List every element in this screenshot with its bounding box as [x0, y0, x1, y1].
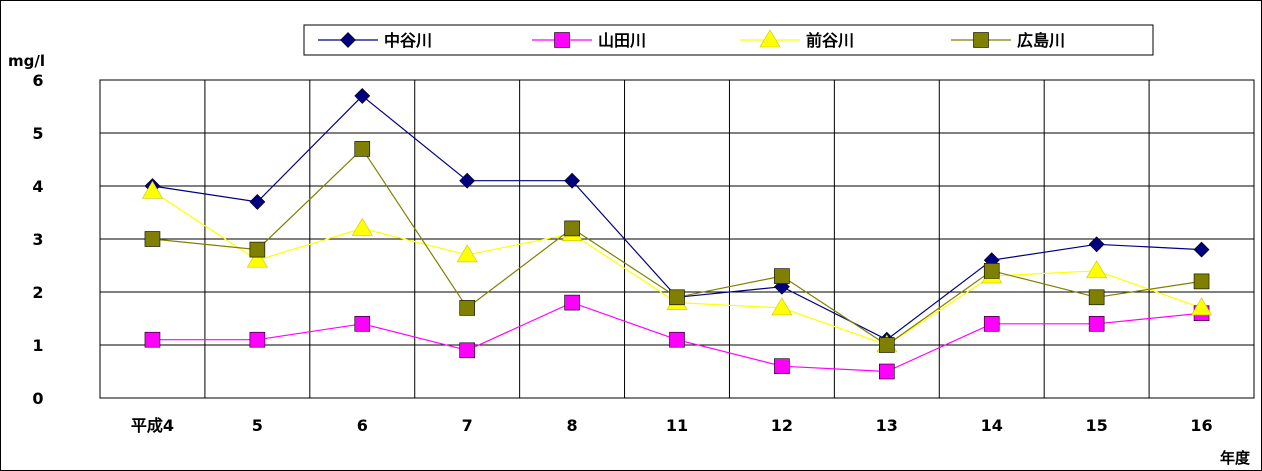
data-point-series-2	[459, 342, 475, 359]
x-tick-label: 13	[876, 416, 898, 435]
data-point-series-1	[354, 87, 371, 104]
series-markers	[141, 87, 1213, 380]
grid	[99, 79, 1255, 399]
y-tick-label: 6	[32, 71, 43, 90]
y-axis-label: mg/l	[8, 52, 45, 70]
data-point-series-2	[1088, 315, 1105, 332]
data-point-series-4	[249, 241, 266, 258]
x-tick-label: 14	[981, 416, 1003, 435]
data-point-series-3	[141, 180, 163, 199]
data-point-series-1	[1088, 236, 1105, 253]
x-tick-label: 8	[567, 416, 578, 435]
data-point-series-4	[669, 289, 685, 306]
data-point-series-4	[879, 337, 895, 353]
y-tick-label: 5	[32, 124, 43, 143]
data-point-series-2	[354, 315, 371, 332]
data-point-series-1	[564, 172, 581, 189]
x-axis-label: 年度	[1220, 449, 1251, 467]
legend: 中谷川 山田川 前谷川 広島川	[303, 24, 1154, 56]
y-tick-label: 3	[32, 230, 43, 249]
x-tick-label: 16	[1190, 416, 1212, 435]
data-point-series-2	[669, 331, 685, 348]
x-tick-label: 6	[357, 416, 368, 435]
legend-label: 広島川	[1017, 31, 1065, 50]
x-tick-label: 15	[1086, 416, 1108, 435]
legend-marker	[759, 29, 781, 48]
data-point-series-4	[1193, 273, 1210, 290]
x-tick-label: 平成4	[131, 416, 174, 435]
x-tick-label: 12	[771, 416, 793, 435]
x-tick-labels: 平成4 5 6 7 8 11 12 13 14 15 16	[131, 416, 1213, 435]
data-point-series-2	[144, 331, 161, 348]
data-point-series-4	[983, 262, 1000, 279]
x-tick-label: 7	[462, 416, 473, 435]
x-tick-label: 5	[252, 416, 263, 435]
data-point-series-2	[879, 363, 895, 380]
data-point-series-3	[351, 217, 373, 236]
data-point-series-3	[456, 244, 478, 263]
data-point-series-2	[564, 294, 580, 311]
data-point-series-3	[1086, 260, 1108, 279]
legend-marker	[340, 32, 356, 48]
y-tick-label: 1	[32, 336, 43, 355]
data-point-series-4	[1088, 289, 1105, 306]
data-point-series-3	[771, 297, 793, 316]
data-point-series-2	[983, 315, 1000, 332]
y-tick-label: 4	[32, 177, 43, 196]
legend-marker	[554, 32, 570, 48]
data-point-series-2	[249, 331, 266, 348]
data-point-series-3	[1191, 297, 1213, 316]
y-tick-label: 0	[32, 389, 43, 408]
data-point-series-4	[459, 300, 475, 316]
legend-marker	[973, 32, 989, 48]
data-point-series-1	[249, 193, 266, 210]
data-point-series-1	[1193, 241, 1210, 258]
legend-label: 前谷川	[806, 31, 854, 50]
legend-label: 中谷川	[384, 31, 432, 50]
data-point-series-4	[354, 141, 371, 157]
y-tick-labels: 0 1 2 3 4 5 6	[32, 71, 43, 408]
legend-label: 山田川	[598, 31, 646, 50]
data-point-series-3	[246, 249, 268, 268]
data-point-series-4	[564, 220, 580, 237]
data-point-series-2	[774, 358, 790, 375]
data-point-series-4	[144, 231, 161, 247]
y-tick-label: 2	[32, 283, 43, 302]
x-tick-label: 11	[666, 416, 688, 435]
legend-box	[303, 24, 1154, 56]
data-point-series-4	[774, 268, 790, 284]
data-point-series-1	[459, 172, 476, 189]
